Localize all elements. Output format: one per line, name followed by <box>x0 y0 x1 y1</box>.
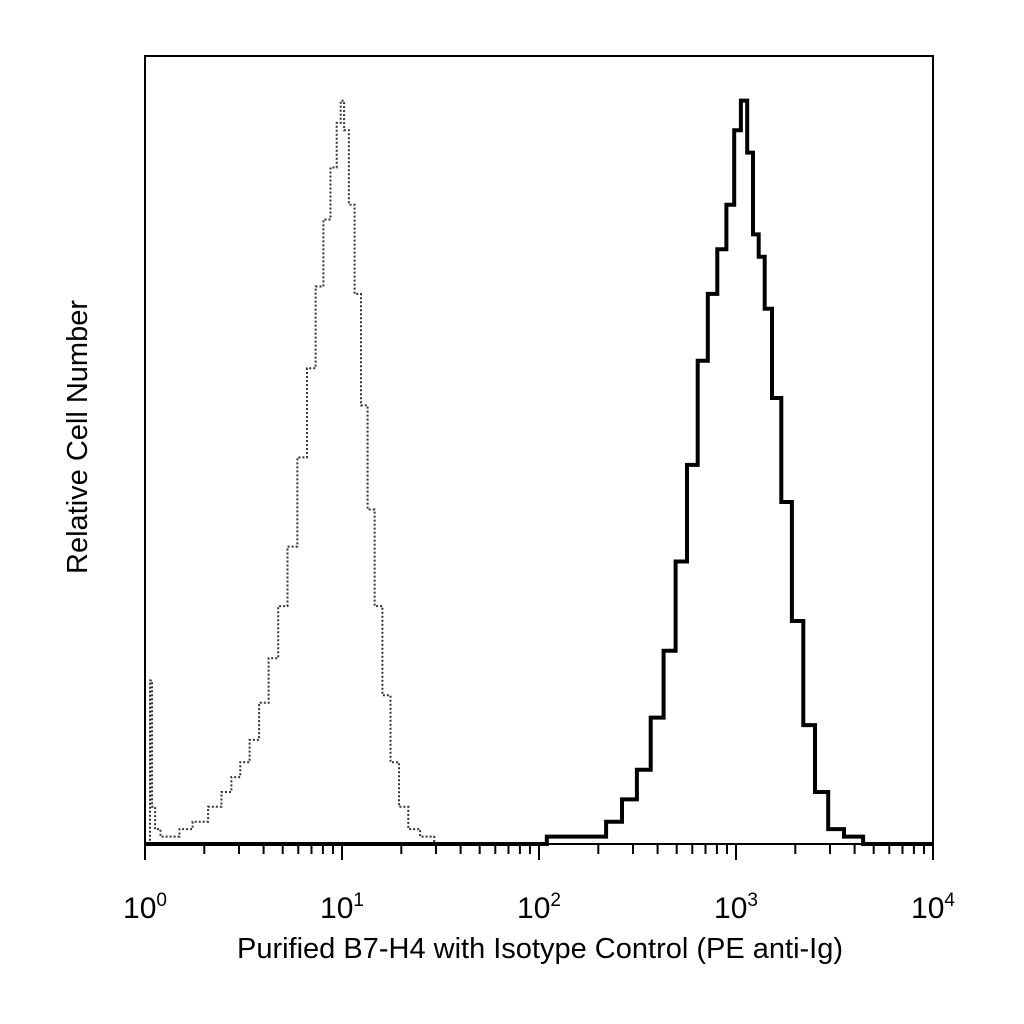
x-tick-label: 102 <box>517 890 561 925</box>
x-tick-label: 104 <box>911 890 955 925</box>
series-isotype-control-line <box>149 99 442 845</box>
x-axis-tick-labels: 100 101 102 103 104 <box>123 890 955 925</box>
x-tick-label: 100 <box>123 890 167 925</box>
x-tick-label: 101 <box>320 890 364 925</box>
y-axis-label: Relative Cell Number <box>62 300 94 574</box>
x-tick-label: 103 <box>714 890 758 925</box>
series-layer <box>145 98 933 846</box>
x-axis-ticks <box>144 844 934 860</box>
series-b7-h4-line <box>145 98 933 846</box>
x-axis-label: Purified B7-H4 with Isotype Control (PE … <box>237 933 843 965</box>
